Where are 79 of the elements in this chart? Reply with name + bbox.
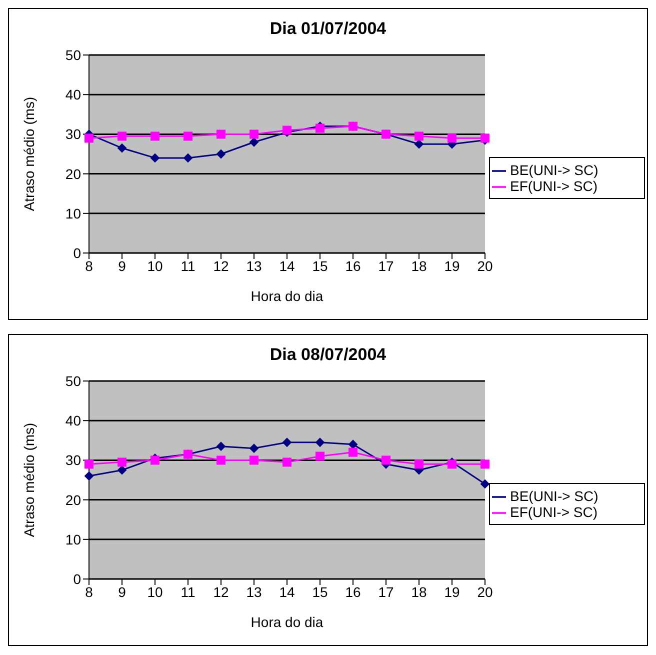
y-tick-label: 50 bbox=[65, 46, 82, 63]
point bbox=[250, 130, 258, 139]
legend-label: BE(UNI-> SC) bbox=[510, 162, 598, 178]
point bbox=[118, 466, 126, 475]
y-tick-label: 20 bbox=[65, 492, 82, 508]
x-tick-label: 18 bbox=[411, 258, 427, 274]
point bbox=[414, 460, 424, 469]
point bbox=[282, 438, 292, 447]
point bbox=[150, 132, 160, 141]
x-tick-label: 20 bbox=[477, 258, 493, 274]
x-tick-label: 16 bbox=[345, 258, 361, 274]
point bbox=[414, 140, 424, 149]
y-tick-label: 30 bbox=[65, 126, 82, 142]
point bbox=[448, 134, 456, 143]
x-tick-label: 12 bbox=[213, 258, 229, 274]
point bbox=[348, 448, 358, 457]
point bbox=[216, 150, 226, 158]
x-tick-label: 19 bbox=[444, 584, 460, 600]
y-tick-label: 0 bbox=[73, 244, 82, 261]
x-tick-label: 15 bbox=[312, 584, 328, 600]
x-tick-label: 17 bbox=[378, 258, 394, 274]
x-tick-label: 18 bbox=[411, 584, 427, 600]
x-tick-label: 8 bbox=[85, 258, 94, 274]
point bbox=[480, 479, 490, 488]
chart-title: Dia 08/07/2004 bbox=[268, 344, 388, 366]
point bbox=[382, 456, 390, 465]
x-tick-label: 11 bbox=[180, 584, 196, 600]
x-tick-label: 10 bbox=[147, 584, 163, 600]
y-tick-label: 40 bbox=[65, 86, 82, 103]
point bbox=[316, 452, 324, 461]
point bbox=[448, 460, 456, 469]
y-tick-label: 10 bbox=[65, 205, 82, 222]
y-tick-label: 20 bbox=[65, 166, 82, 182]
x-tick-label: 14 bbox=[279, 258, 295, 274]
point bbox=[414, 132, 424, 141]
y-axis-title: Atraso médio (ms) bbox=[20, 96, 37, 212]
point bbox=[480, 460, 490, 469]
point bbox=[118, 132, 126, 141]
x-tick-label: 13 bbox=[246, 258, 262, 274]
point bbox=[84, 472, 94, 481]
point bbox=[118, 144, 126, 153]
legend-label: EF(UNI-> SC) bbox=[510, 504, 598, 520]
chart-title: Dia 01/07/2004 bbox=[268, 18, 388, 40]
x-tick-label: 11 bbox=[180, 258, 196, 274]
point bbox=[250, 456, 258, 465]
x-tick-label: 13 bbox=[246, 584, 262, 600]
point bbox=[250, 138, 258, 147]
y-tick-label: 50 bbox=[65, 372, 82, 389]
point bbox=[348, 440, 358, 449]
x-tick-label: 9 bbox=[118, 584, 126, 600]
point bbox=[316, 438, 324, 447]
x-tick-label: 14 bbox=[279, 584, 295, 600]
point bbox=[184, 132, 192, 141]
x-tick-label: 10 bbox=[147, 258, 163, 274]
x-tick-label: 12 bbox=[213, 584, 229, 600]
x-axis-title: Hora do dia bbox=[250, 288, 324, 304]
point bbox=[216, 130, 226, 139]
y-tick-label: 0 bbox=[73, 570, 82, 587]
x-axis-title: Hora do dia bbox=[250, 614, 324, 630]
y-tick-label: 10 bbox=[65, 531, 82, 548]
y-tick-label: 30 bbox=[65, 452, 82, 468]
x-tick-label: 9 bbox=[118, 258, 126, 274]
point bbox=[118, 458, 126, 467]
point bbox=[250, 444, 258, 453]
x-tick-label: 8 bbox=[85, 584, 94, 600]
point bbox=[216, 456, 226, 465]
legend-label: EF(UNI-> SC) bbox=[510, 178, 598, 194]
x-tick-label: 16 bbox=[345, 584, 361, 600]
y-axis-title: Atraso médio (ms) bbox=[20, 422, 37, 538]
point bbox=[216, 442, 226, 451]
point bbox=[150, 153, 160, 162]
point bbox=[282, 458, 292, 467]
x-tick-label: 17 bbox=[378, 584, 394, 600]
legend-label: BE(UNI-> SC) bbox=[510, 488, 598, 504]
point bbox=[184, 153, 192, 162]
x-tick-label: 19 bbox=[444, 258, 460, 274]
x-tick-label: 20 bbox=[477, 584, 493, 600]
x-tick-label: 15 bbox=[312, 258, 328, 274]
y-tick-label: 40 bbox=[65, 412, 82, 429]
